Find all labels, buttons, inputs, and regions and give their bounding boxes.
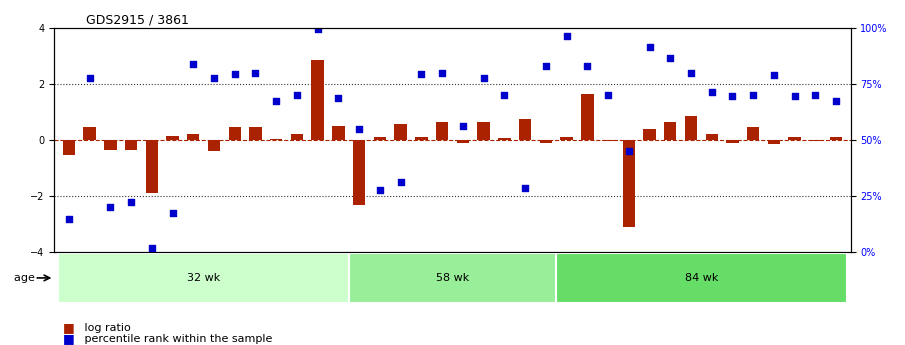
Bar [311,60,324,140]
Bar [830,137,843,140]
Bar [767,140,780,144]
Point [787,93,802,99]
Bar [747,127,759,140]
Bar [602,140,614,141]
Point [746,92,760,98]
FancyBboxPatch shape [348,253,557,303]
Bar [457,140,469,143]
Point [331,95,346,100]
Point [663,56,678,61]
Text: 32 wk: 32 wk [187,273,220,283]
Bar [685,116,697,140]
Point [166,210,180,216]
Bar [249,127,262,140]
Point [538,63,553,68]
Bar [353,140,366,205]
Point [580,63,595,68]
Point [290,92,304,98]
Point [352,126,367,131]
Point [829,98,843,104]
Point [124,199,138,205]
Point [435,70,450,75]
Point [476,76,491,81]
Point [518,185,532,190]
Text: GDS2915 / 3861: GDS2915 / 3861 [86,13,189,27]
Point [684,70,699,75]
Bar [146,140,158,193]
Text: ■: ■ [63,321,75,334]
Bar [726,140,738,143]
Point [227,71,242,77]
Point [808,92,823,98]
Point [373,188,387,193]
Point [455,123,470,129]
Bar [374,137,386,140]
Point [145,245,159,251]
Text: ■: ■ [63,332,75,345]
Point [310,26,325,32]
Point [62,216,76,221]
Bar [539,140,552,143]
FancyBboxPatch shape [59,253,348,303]
Bar [623,140,635,227]
FancyBboxPatch shape [557,253,846,303]
Bar [270,139,282,140]
Bar [643,129,656,140]
Bar [83,127,96,140]
Bar [809,140,822,141]
Text: 84 wk: 84 wk [685,273,718,283]
Bar [498,138,510,140]
Bar [664,122,676,140]
Bar [291,134,303,140]
Text: log ratio: log ratio [81,323,131,333]
Text: 58 wk: 58 wk [436,273,469,283]
Bar [104,140,117,150]
Point [186,61,201,67]
Bar [560,137,573,140]
Point [725,93,739,99]
Bar [187,134,199,140]
Bar [125,140,138,150]
Point [269,98,283,104]
Bar [208,140,220,151]
Point [767,72,781,78]
Bar [581,93,594,140]
Point [414,71,429,77]
Point [82,76,97,81]
Bar [62,140,75,155]
Bar [167,136,178,140]
Bar [436,122,448,140]
Bar [477,122,490,140]
Point [248,70,262,75]
Point [643,45,657,50]
Point [559,33,574,39]
Point [103,205,118,210]
Text: percentile rank within the sample: percentile rank within the sample [81,334,272,344]
Point [704,89,719,95]
Point [206,76,221,81]
Bar [228,127,241,140]
Point [497,92,511,98]
Bar [415,137,427,140]
Bar [519,119,531,140]
Point [601,92,615,98]
Point [622,148,636,154]
Text: age: age [14,273,38,283]
Bar [332,126,345,140]
Bar [788,137,801,140]
Point [394,179,408,185]
Bar [395,125,407,140]
Bar [706,134,718,140]
